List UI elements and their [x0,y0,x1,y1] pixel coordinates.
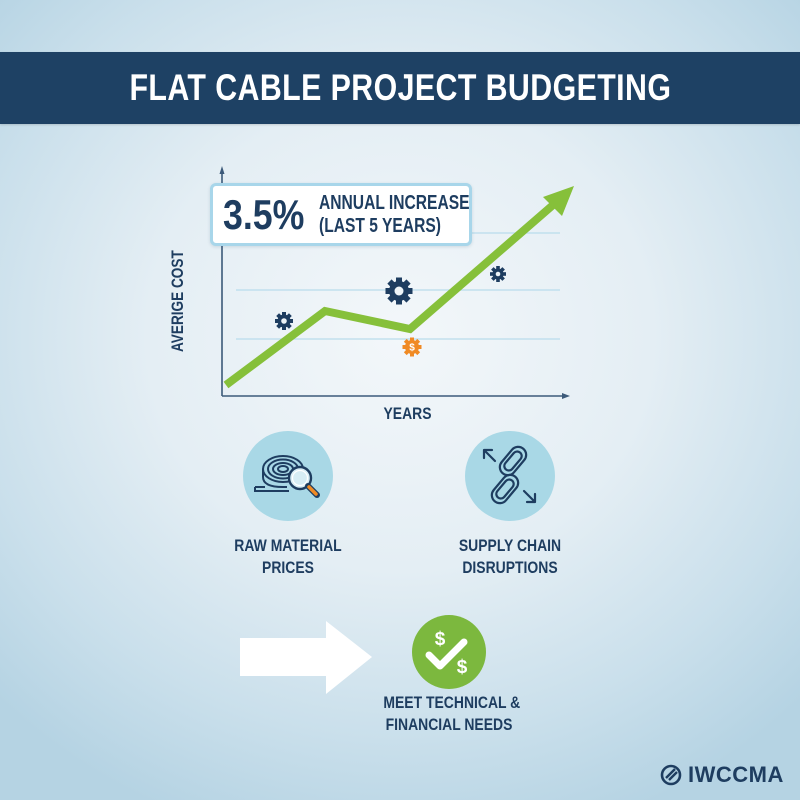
factor-supply-chain-disruptions: SUPPLY CHAIN DISRUPTIONS [430,431,590,579]
callout-line-1: ANNUAL INCREASE [318,191,470,214]
trend-line [223,201,556,389]
svg-text:$: $ [435,629,446,650]
factor-label-line-1: RAW MATERIAL [234,536,342,555]
outcome-label-line-1: MEET TECHNICAL & [383,693,521,712]
brand-logo: IWCCMA [660,762,784,788]
y-axis-label: AVERIGE COST [168,250,187,352]
broken-chain-icon [482,445,537,505]
brand-name: IWCCMA [688,762,784,787]
factor-label-line-2: PRICES [262,558,314,577]
x-axis-arrow-icon [562,393,570,399]
outcome-label: MEET TECHNICAL & FINANCIAL NEEDS [383,692,521,736]
dollar-gear-icon: $ [402,337,422,357]
increase-description: ANNUAL INCREASE (LAST 5 YEARS) [319,192,470,238]
factor-label-line-1: SUPPLY CHAIN [458,536,562,555]
svg-text:$: $ [409,343,415,354]
factor-icon-circle [465,431,555,521]
gear-icon [385,277,413,305]
gear-icon [490,266,506,282]
page-title: FLAT CABLE PROJECT BUDGETING [129,67,671,108]
brand-mark-icon [660,764,682,786]
trend-arrowhead-icon [543,186,574,216]
outcome-label-line-2: FINANCIAL NEEDS [385,715,513,734]
y-axis-arrow-icon [219,166,225,174]
svg-text:$: $ [457,657,468,678]
x-axis-label: YEARS [383,404,432,423]
cable-coil-magnifier-icon [254,455,320,498]
dollar-check-icon: $ $ [425,629,468,678]
factor-raw-material-prices: RAW MATERIAL PRICES [208,431,368,579]
factor-label: SUPPLY CHAIN DISRUPTIONS [444,535,575,579]
factor-label: RAW MATERIAL PRICES [222,535,353,579]
annual-increase-callout: 3.5% ANNUAL INCREASE (LAST 5 YEARS) [210,183,472,246]
outcome-icon-circle: $ $ [412,615,486,689]
callout-line-2: (LAST 5 YEARS) [318,214,441,237]
title-banner: FLAT CABLE PROJECT BUDGETING [0,52,800,124]
factor-label-line-2: DISRUPTIONS [462,558,558,577]
increase-percentage: 3.5% [223,190,305,238]
gear-icon [275,312,293,330]
factor-icon-circle [243,431,333,521]
